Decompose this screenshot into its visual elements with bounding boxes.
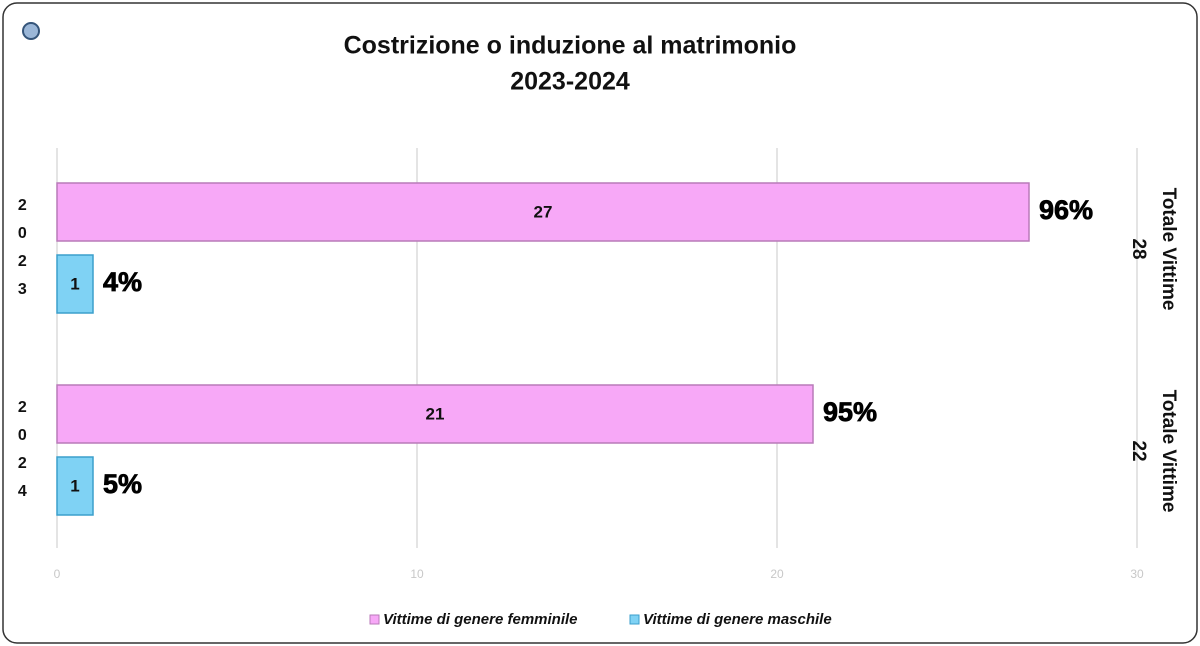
value-label: 1 [70,476,79,495]
x-tick-label: 20 [770,567,784,581]
logo-icon [22,22,40,40]
bar [56,182,1030,242]
total-value: 28 [1128,238,1149,259]
chart-title: 2023-2024 [510,68,630,96]
share-label: 95% [823,397,877,427]
x-tick-label: 10 [410,567,424,581]
category-label: 2023 [14,197,31,309]
bar [56,456,94,516]
value-label: 21 [426,404,445,423]
value-label: 27 [534,202,553,221]
chart-title: Costrizione o induzione al matrimonio [344,32,797,60]
total-label: Totale Vittime [1158,390,1179,513]
category-label: 2024 [14,399,31,511]
bar [56,254,94,314]
share-label: 96% [1039,195,1093,225]
bar [56,384,814,444]
value-label: 1 [70,274,79,293]
total-label: Totale Vittime [1158,188,1179,311]
legend-swatch [369,614,380,625]
share-label: 4% [103,267,142,297]
legend-swatch [629,614,640,625]
share-label: 5% [103,469,142,499]
legend-label: Vittime di genere femminile [383,611,578,628]
legend-label: Vittime di genere maschile [643,611,832,628]
x-tick-label: 30 [1130,567,1144,581]
total-value: 22 [1128,440,1149,461]
x-tick-label: 0 [54,567,61,581]
